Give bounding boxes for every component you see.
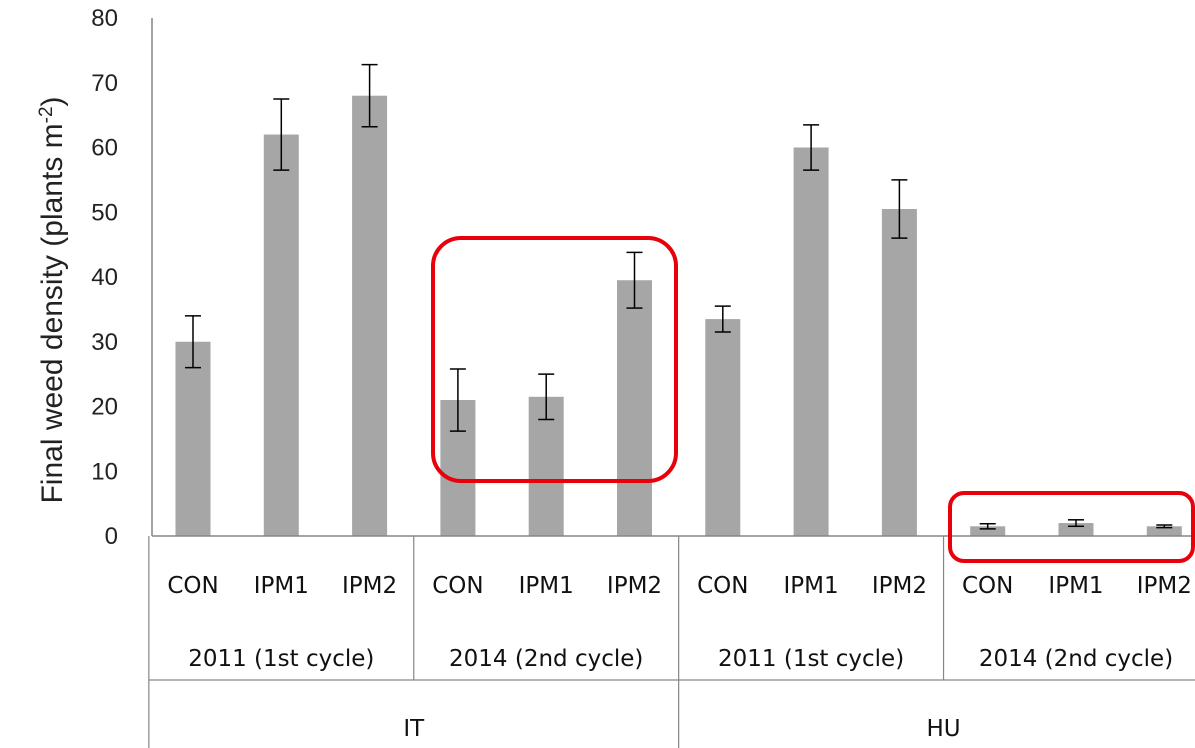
error-bar bbox=[273, 98, 290, 171]
error-bar bbox=[803, 124, 820, 171]
error-bar bbox=[891, 179, 908, 239]
y-tick-label: 20 bbox=[91, 394, 118, 421]
y-tick-label: 10 bbox=[91, 458, 118, 485]
highlight-boxes bbox=[431, 236, 1195, 563]
category-label: CON bbox=[962, 573, 1013, 599]
category-label: CON bbox=[432, 573, 483, 599]
category-label: IPM1 bbox=[784, 573, 839, 599]
y-tick-label: 50 bbox=[91, 199, 118, 226]
highlight-box bbox=[431, 236, 678, 483]
bar bbox=[617, 280, 652, 536]
error-bar bbox=[1068, 519, 1084, 528]
x-axis: CON IPM1 IPM2 CON IPM1 IPM2 CON IPM1 IPM2 CON IPM1… bbox=[148, 535, 1195, 748]
category-label: IPM1 bbox=[519, 573, 574, 599]
error-bar bbox=[626, 251, 643, 309]
year-group-label: 2014 (2nd cycle) bbox=[979, 646, 1173, 672]
bar bbox=[705, 319, 741, 536]
error-bar bbox=[979, 522, 996, 530]
bar bbox=[175, 341, 211, 536]
y-tick-label: 80 bbox=[91, 5, 118, 32]
bars bbox=[175, 95, 1182, 537]
category-label: IPM1 bbox=[254, 573, 309, 599]
y-axis: 0 10 20 30 40 50 60 70 80 bbox=[91, 5, 153, 550]
country-label: IT bbox=[403, 716, 425, 742]
error-bar bbox=[714, 305, 731, 333]
y-tick-label: 30 bbox=[91, 329, 118, 356]
category-label: IPM2 bbox=[872, 573, 927, 599]
year-group-label: 2011 (1st cycle) bbox=[188, 646, 374, 672]
y-axis-label: Final weed density (plants m-2) bbox=[36, 96, 69, 503]
bar bbox=[352, 95, 388, 536]
bar bbox=[970, 526, 1006, 536]
bar bbox=[881, 209, 917, 536]
category-label: CON bbox=[697, 573, 748, 599]
category-label: IPM2 bbox=[342, 573, 397, 599]
year-group-label: 2014 (2nd cycle) bbox=[449, 646, 643, 672]
error-bars bbox=[185, 63, 1173, 530]
error-bar bbox=[538, 373, 555, 421]
country-label: HU bbox=[926, 716, 960, 742]
category-label: IPM1 bbox=[1048, 573, 1103, 599]
highlight-box bbox=[948, 491, 1195, 563]
category-label: CON bbox=[167, 573, 218, 599]
error-bar bbox=[1156, 524, 1173, 529]
bar bbox=[263, 134, 299, 537]
category-label: IPM2 bbox=[607, 573, 662, 599]
y-tick-label: 40 bbox=[91, 264, 118, 291]
y-tick-label: 70 bbox=[91, 70, 118, 97]
category-label: IPM2 bbox=[1137, 573, 1192, 599]
bar bbox=[1058, 523, 1094, 536]
bar bbox=[793, 147, 829, 536]
error-bar bbox=[185, 315, 201, 369]
year-group-label: 2011 (1st cycle) bbox=[718, 646, 904, 672]
y-tick-label: 60 bbox=[91, 135, 118, 162]
bar bbox=[1146, 526, 1182, 536]
error-bar bbox=[449, 368, 466, 432]
error-bar bbox=[361, 63, 378, 128]
y-tick-label: 0 bbox=[105, 523, 118, 550]
